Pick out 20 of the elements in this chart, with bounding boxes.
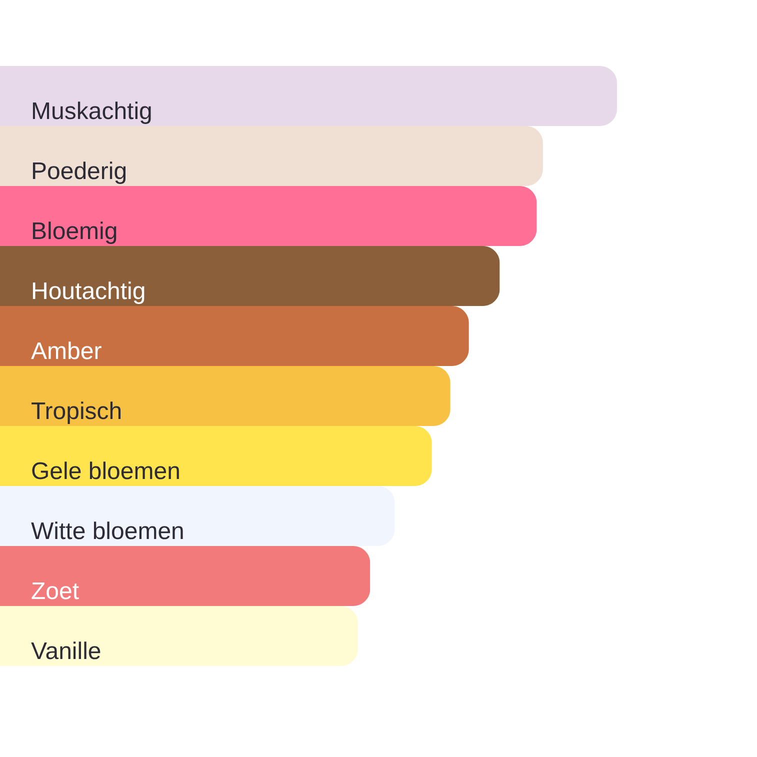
y-tick-label: Tropisch (31, 398, 122, 425)
bar (0, 306, 469, 366)
y-tick-label: Gele bloemen (31, 458, 180, 485)
bar (0, 486, 395, 546)
bar (0, 546, 370, 606)
y-tick-label: Bloemig (31, 218, 118, 245)
bar (0, 66, 617, 126)
y-tick-label: Zoet (31, 578, 80, 605)
bar (0, 366, 450, 426)
y-tick-label: Amber (31, 338, 102, 365)
bar (0, 186, 537, 246)
bar (0, 606, 358, 666)
y-tick-label: Vanille (31, 638, 102, 665)
y-tick-label: Muskachtig (31, 98, 152, 125)
bar (0, 426, 432, 486)
y-tick-label: Poederig (31, 158, 128, 185)
y-tick-label: Witte bloemen (31, 518, 184, 545)
y-tick-label: Houtachtig (31, 278, 146, 305)
bar (0, 246, 500, 306)
bar (0, 126, 543, 186)
